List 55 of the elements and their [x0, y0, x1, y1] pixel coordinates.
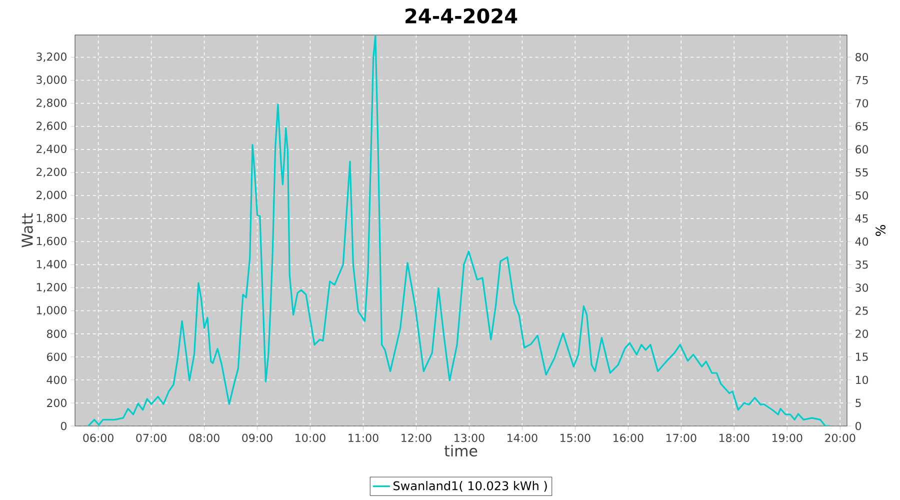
- y-tick-label: 1,400: [36, 260, 66, 270]
- x-tick-label: 10:00: [296, 434, 326, 442]
- y-tick-label: 2,600: [36, 122, 66, 132]
- y-tick-label: 0: [60, 422, 66, 430]
- y2-tick-label: 55: [856, 168, 868, 176]
- y-tick-label: 2,400: [36, 144, 66, 154]
- y2-tick-label: 40: [855, 237, 868, 246]
- chart-title: 24-4-2024: [406, 8, 518, 24]
- x-tick-label: 14:00: [508, 434, 538, 442]
- y2-tick-label: 25: [856, 306, 868, 315]
- x-tick-label: 18:00: [720, 434, 750, 442]
- y-tick-label: 400: [46, 376, 66, 384]
- y2-tick-label: 10: [856, 376, 868, 384]
- x-tick-label: 13:00: [454, 434, 484, 442]
- y-tick-label: 2,000: [36, 190, 66, 200]
- y2-tick-label: 15: [856, 352, 868, 361]
- y-tick-label: 800: [46, 330, 66, 338]
- y-tick-label: 1,200: [36, 282, 66, 292]
- y-tick-label: 2,200: [36, 168, 66, 178]
- y2-tick-label: 35: [856, 260, 868, 269]
- y2-tick-label: 60: [856, 145, 868, 154]
- x-tick-label: 16:00: [614, 434, 644, 442]
- y2-tick-label: 80: [856, 52, 868, 62]
- x-tick-label: 17:00: [666, 434, 696, 442]
- y-tick-label: 600: [47, 352, 66, 362]
- y-axis-title: Watt: [22, 213, 33, 248]
- y2-axis-title: %: [876, 225, 886, 236]
- x-tick-label: 07:00: [136, 434, 166, 442]
- y-tick-label: 2,800: [36, 98, 66, 108]
- y2-tick-label: 5: [856, 398, 861, 408]
- x-axis-title: time: [444, 444, 478, 457]
- y2-tick-label: 75: [856, 76, 868, 84]
- y2-tick-label: 45: [855, 214, 868, 223]
- x-tick-label: 19:00: [772, 434, 802, 442]
- x-tick-label: 15:00: [560, 434, 590, 442]
- y-tick-label: 200: [47, 398, 66, 408]
- y2-tick-label: 65: [856, 122, 868, 130]
- y2-tick-label: 70: [856, 99, 868, 108]
- x-tick-label: 20:00: [825, 434, 856, 442]
- y-tick-label: 3,000: [36, 76, 66, 86]
- x-tick-label: 09:00: [242, 434, 272, 442]
- y2-tick-label: 20: [856, 330, 868, 338]
- y2-tick-label: 30: [856, 284, 868, 292]
- y-tick-label: 1,800: [36, 214, 66, 224]
- x-tick-label: 06:00: [83, 434, 114, 442]
- y-tick-label: 3,200: [36, 52, 66, 62]
- legend-label: Swanland1( 10.023 kWh ): [394, 481, 547, 492]
- y2-tick-label: 50: [856, 191, 868, 200]
- x-tick-label: 12:00: [402, 434, 432, 442]
- y-tick-label: 1,000: [36, 306, 66, 316]
- line-series: [87, 34, 831, 426]
- y-tick-label: 1,600: [36, 236, 66, 246]
- x-tick-label: 11:00: [348, 434, 378, 442]
- x-tick-label: 08:00: [189, 434, 220, 442]
- y2-tick-label: 0: [856, 422, 862, 430]
